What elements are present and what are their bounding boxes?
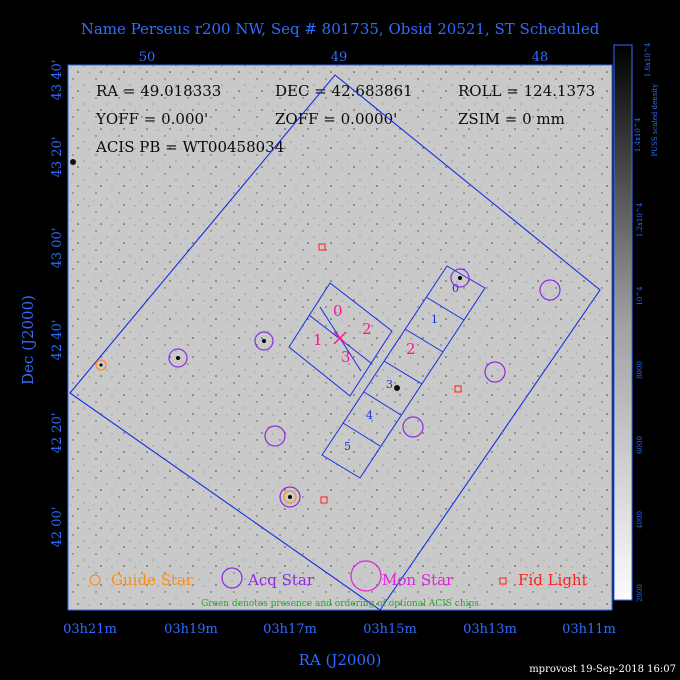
- left-tick-label: 42 00': [50, 507, 65, 548]
- footer-credit: mprovost 19-Sep-2018 16:07: [529, 664, 676, 675]
- x-axis-label: RA (J2000): [299, 651, 382, 669]
- legend-guide-symbol: [89, 574, 101, 586]
- ra-readout: RA = 49.018333: [96, 82, 221, 100]
- bottom-tick-label: 03h19m: [164, 622, 218, 637]
- field-of-view-outline: [69, 74, 601, 611]
- left-tick-label: 43 40': [50, 60, 65, 101]
- bright-star: [394, 385, 400, 391]
- colorbar-tick: 4000: [636, 511, 644, 529]
- y-axis-label: Dec (J2000): [19, 295, 37, 385]
- colorbar-tick: 6000: [636, 436, 644, 454]
- legend-guide-label: Guide Star: [111, 571, 194, 589]
- acq-stars: [168, 268, 561, 508]
- chip-label-s3: 3: [386, 378, 393, 391]
- colorbar-tick: 1.6x10^4: [644, 42, 652, 77]
- plot-frame: [67, 64, 613, 611]
- colorbar-label: PUSS scaled density: [651, 84, 659, 157]
- top-tick-label: 48: [532, 50, 549, 65]
- acq-star-marker: [450, 268, 470, 288]
- bottom-axis: 03h21m 03h19m 03h17m 03h15m 03h13m 03h11…: [63, 622, 616, 669]
- legend-mon-symbol: [350, 560, 382, 592]
- acis-pb-readout: ACIS PB = WT00458034: [95, 138, 284, 156]
- left-tick-label: 42 20': [50, 413, 65, 454]
- acq-star-marker: [402, 416, 424, 438]
- left-tick-label: 43 00': [50, 228, 65, 269]
- bottom-tick-label: 03h17m: [263, 622, 317, 637]
- roll-readout: ROLL = 124.1373: [458, 82, 595, 100]
- acq-star-marker: [264, 425, 286, 447]
- legend-fid-symbol: [499, 577, 507, 585]
- top-tick-label: 49: [331, 50, 348, 65]
- chip-label-s1: 1: [431, 313, 438, 326]
- acq-star-marker: [254, 331, 274, 351]
- bright-star: [70, 159, 76, 165]
- zoff-readout: ZOFF = 0.0000': [275, 110, 397, 128]
- chip-label-i3: 3: [341, 348, 351, 366]
- guide-stars: [95, 359, 297, 504]
- top-tick-label: 50: [139, 50, 156, 65]
- guide-star-marker: [283, 490, 297, 504]
- chip-label-s2: 2: [406, 340, 416, 358]
- fid-light-marker: [318, 243, 326, 251]
- acis-s-chips: [321, 265, 486, 479]
- legend-fid-label: Fid Light: [518, 571, 588, 589]
- dec-readout: DEC = 42.683861: [275, 82, 413, 100]
- left-tick-label: 43 20': [50, 137, 65, 178]
- fid-light-marker: [320, 496, 328, 504]
- chip-label-s5: 5: [344, 440, 351, 453]
- legend-mon-label: Mon Star: [382, 571, 454, 589]
- acq-star-marker: [279, 486, 301, 508]
- left-axis: 43 40' 43 20' 43 00' 42 40' 42 20' 42 00…: [19, 60, 65, 548]
- chip-labels: 0 1 2 3 0 1 2 3 4 5: [313, 282, 459, 453]
- colorbar-tick: 1.2x10^4: [636, 202, 644, 237]
- zsim-readout: ZSIM = 0 mm: [458, 110, 565, 128]
- chart-title: Name Perseus r200 NW, Seq # 801735, Obsi…: [81, 20, 600, 38]
- chip-label-i0: 0: [333, 302, 343, 320]
- bottom-tick-label: 03h21m: [63, 622, 117, 637]
- colorbar-ticks: 1.6x10^4 1.4x10^4 1.2x10^4 10^4 8000 600…: [634, 42, 659, 602]
- guide-star-marker: [95, 359, 107, 371]
- chip-label-i2: 2: [362, 320, 372, 338]
- star-dots: [99, 276, 462, 499]
- acq-star-marker: [539, 279, 561, 301]
- left-tick-label: 42 40': [50, 320, 65, 361]
- chip-label-s0: 0: [452, 282, 459, 295]
- acq-star-marker: [168, 348, 188, 368]
- fid-lights: [318, 243, 462, 504]
- bottom-tick-label: 03h13m: [463, 622, 517, 637]
- colorbar: [613, 44, 633, 601]
- legend: Guide Star Acq Star Mon Star Fid Light G…: [89, 560, 588, 609]
- top-axis: 50 49 48: [139, 50, 549, 65]
- legend-acq-symbol: [221, 567, 243, 589]
- legend-acq-label: Acq Star: [247, 571, 315, 589]
- pointing-header: RA = 49.018333 DEC = 42.683861 ROLL = 12…: [95, 82, 595, 156]
- colorbar-tick: 1.4x10^4: [634, 117, 642, 152]
- colorbar-tick: 2000: [636, 584, 644, 602]
- fid-light-marker: [454, 385, 462, 393]
- aimpoint-marker: [333, 331, 347, 345]
- chip-label-s4: 4: [366, 409, 373, 422]
- colorbar-tick: 8000: [636, 361, 644, 379]
- chip-label-i1: 1: [313, 331, 323, 349]
- bottom-tick-label: 03h15m: [363, 622, 417, 637]
- legend-note: Green denotes presence and ordering of o…: [201, 599, 479, 609]
- acq-star-marker: [484, 361, 506, 383]
- colorbar-tick: 10^4: [636, 286, 644, 306]
- yoff-readout: YOFF = 0.000': [95, 110, 208, 128]
- bottom-tick-label: 03h11m: [562, 622, 616, 637]
